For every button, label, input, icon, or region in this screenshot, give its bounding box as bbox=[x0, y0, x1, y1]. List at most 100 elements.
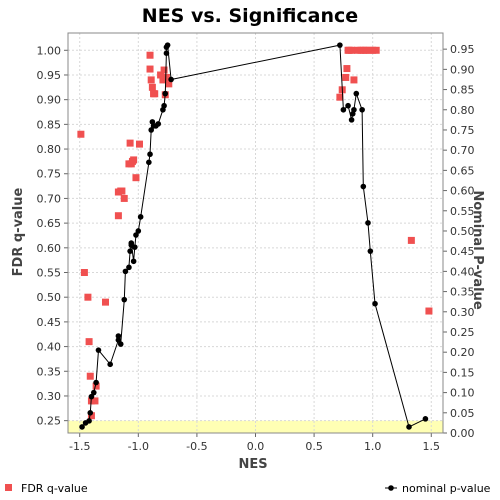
y2-tick-label: 0.80 bbox=[450, 104, 475, 117]
x-tick-label: 0.0 bbox=[247, 440, 265, 453]
fdr-point bbox=[147, 76, 155, 84]
fdr-point bbox=[336, 93, 344, 101]
x-tick-label: 1.5 bbox=[423, 440, 441, 453]
y2-tick-label: 0.85 bbox=[450, 84, 475, 97]
nominal-pvalue-point bbox=[127, 248, 133, 254]
nominal-pvalue-point bbox=[168, 76, 174, 83]
nominal-pvalue-point bbox=[359, 106, 365, 113]
nominal-pvalue-point bbox=[93, 379, 99, 386]
y-tick-label: 0.90 bbox=[37, 94, 62, 107]
nominal-pvalue-point bbox=[128, 240, 135, 246]
plot-border bbox=[67, 32, 444, 434]
nominal-pvalue-point bbox=[126, 264, 132, 271]
x-tick-label: -1.0 bbox=[128, 440, 149, 453]
nominal-pvalue-point bbox=[90, 389, 97, 396]
y2-tick-label: 0.40 bbox=[450, 265, 475, 278]
nominal-pvalue-point bbox=[131, 244, 138, 250]
fdr-point bbox=[369, 46, 377, 54]
fdr-point bbox=[159, 76, 167, 84]
fdr-point bbox=[343, 65, 351, 73]
nominal-pvalue-point bbox=[348, 117, 355, 123]
x-tick-label: -1.5 bbox=[69, 440, 90, 453]
nominal-pvalue-point bbox=[79, 424, 85, 430]
fdr-point bbox=[350, 76, 358, 84]
nominal-pvalue-point bbox=[164, 42, 171, 48]
fdr-point bbox=[114, 212, 122, 220]
fdr-point bbox=[157, 71, 165, 79]
fdr-point bbox=[130, 156, 138, 164]
y2-tick-label: 0.10 bbox=[450, 387, 475, 400]
nominal-pvalue-point bbox=[121, 296, 128, 303]
y-tick-label: 0.55 bbox=[37, 267, 62, 280]
fdr-point bbox=[372, 46, 380, 54]
nominal-pvalue-point bbox=[107, 361, 113, 368]
fdr-point bbox=[84, 293, 92, 301]
y2-tick-label: 0.95 bbox=[450, 43, 475, 56]
legend-fdr-label: FDR q-value bbox=[21, 482, 88, 495]
y-tick-label: 0.60 bbox=[37, 242, 62, 255]
fdr-point bbox=[132, 174, 140, 182]
nominal-pvalue-point bbox=[88, 393, 95, 400]
fdr-point bbox=[362, 46, 370, 54]
y-tick-label: 0.35 bbox=[37, 365, 62, 378]
fdr-point bbox=[146, 51, 154, 59]
nominal-pvalue-point bbox=[122, 268, 129, 275]
nominal-pvalue-point bbox=[351, 106, 357, 113]
y-tick-label: 1.00 bbox=[37, 44, 62, 57]
nominal-pvalue-point bbox=[340, 106, 347, 113]
y2-axis-title: Nominal P-value bbox=[470, 190, 485, 309]
fdr-point bbox=[342, 73, 350, 81]
fdr-point bbox=[148, 83, 156, 91]
nominal-pvalue-point bbox=[337, 42, 343, 48]
y2-tick-label: 0.60 bbox=[450, 185, 475, 198]
fdr-point bbox=[135, 140, 143, 148]
legend-nominal-marker bbox=[388, 485, 394, 491]
fdr-point bbox=[126, 139, 134, 147]
x-tick-label: -0.5 bbox=[186, 440, 207, 453]
nominal-pvalue-point bbox=[422, 416, 429, 422]
y-tick-label: 0.65 bbox=[37, 217, 62, 230]
nominal-pvalue-point bbox=[95, 347, 102, 353]
y2-tick-label: 0.35 bbox=[450, 286, 475, 299]
nominal-pvalue-point bbox=[162, 90, 169, 97]
fdr-point bbox=[80, 269, 88, 277]
fdr-point bbox=[118, 187, 126, 195]
y-tick-label: 0.40 bbox=[37, 341, 62, 354]
y2-tick-label: 0.50 bbox=[450, 225, 475, 238]
fdr-point bbox=[160, 66, 168, 74]
nominal-pvalue-point bbox=[353, 90, 360, 97]
nominal-pvalue-point bbox=[137, 214, 144, 220]
fdr-point bbox=[91, 397, 99, 405]
nominal-pvalue-point bbox=[365, 220, 371, 226]
nominal-pvalue-point bbox=[360, 183, 367, 190]
y2-tick-label: 0.70 bbox=[450, 144, 475, 157]
y-tick-label: 0.30 bbox=[37, 390, 62, 403]
chart-title: NES vs. Significance bbox=[142, 5, 358, 27]
nominal-pvalue-point bbox=[133, 232, 139, 238]
x-tick-label: 1.0 bbox=[364, 440, 382, 453]
y2-tick-label: 0.55 bbox=[450, 205, 475, 218]
legend-nominal-label: nominal p-value bbox=[402, 482, 491, 495]
y-tick-label: 0.45 bbox=[37, 316, 62, 329]
y2-tick-label: 0.15 bbox=[450, 366, 475, 379]
nominal-pvalue-point bbox=[115, 333, 122, 339]
legend-fdr-marker bbox=[5, 484, 12, 491]
fdr-point bbox=[165, 80, 173, 88]
y2-tick-label: 0.75 bbox=[450, 124, 475, 137]
fdr-point bbox=[86, 372, 94, 380]
nominal-pvalue-point bbox=[163, 50, 170, 57]
nominal-pvalue-point bbox=[406, 424, 412, 430]
y2-tick-label: 0.25 bbox=[450, 326, 475, 339]
nominal-pvalue-point bbox=[115, 337, 122, 343]
fdr-point bbox=[407, 236, 415, 244]
fdr-point bbox=[77, 130, 85, 138]
fdr-point bbox=[146, 65, 154, 73]
y2-tick-label: 0.65 bbox=[450, 164, 475, 177]
nominal-pvalue-point bbox=[155, 121, 162, 127]
nominal-pvalue-point bbox=[135, 228, 142, 234]
nominal-pvalue-point bbox=[117, 341, 124, 347]
y-tick-label: 0.25 bbox=[37, 415, 62, 428]
fdr-point bbox=[87, 412, 95, 420]
y-tick-label: 0.80 bbox=[37, 143, 62, 156]
